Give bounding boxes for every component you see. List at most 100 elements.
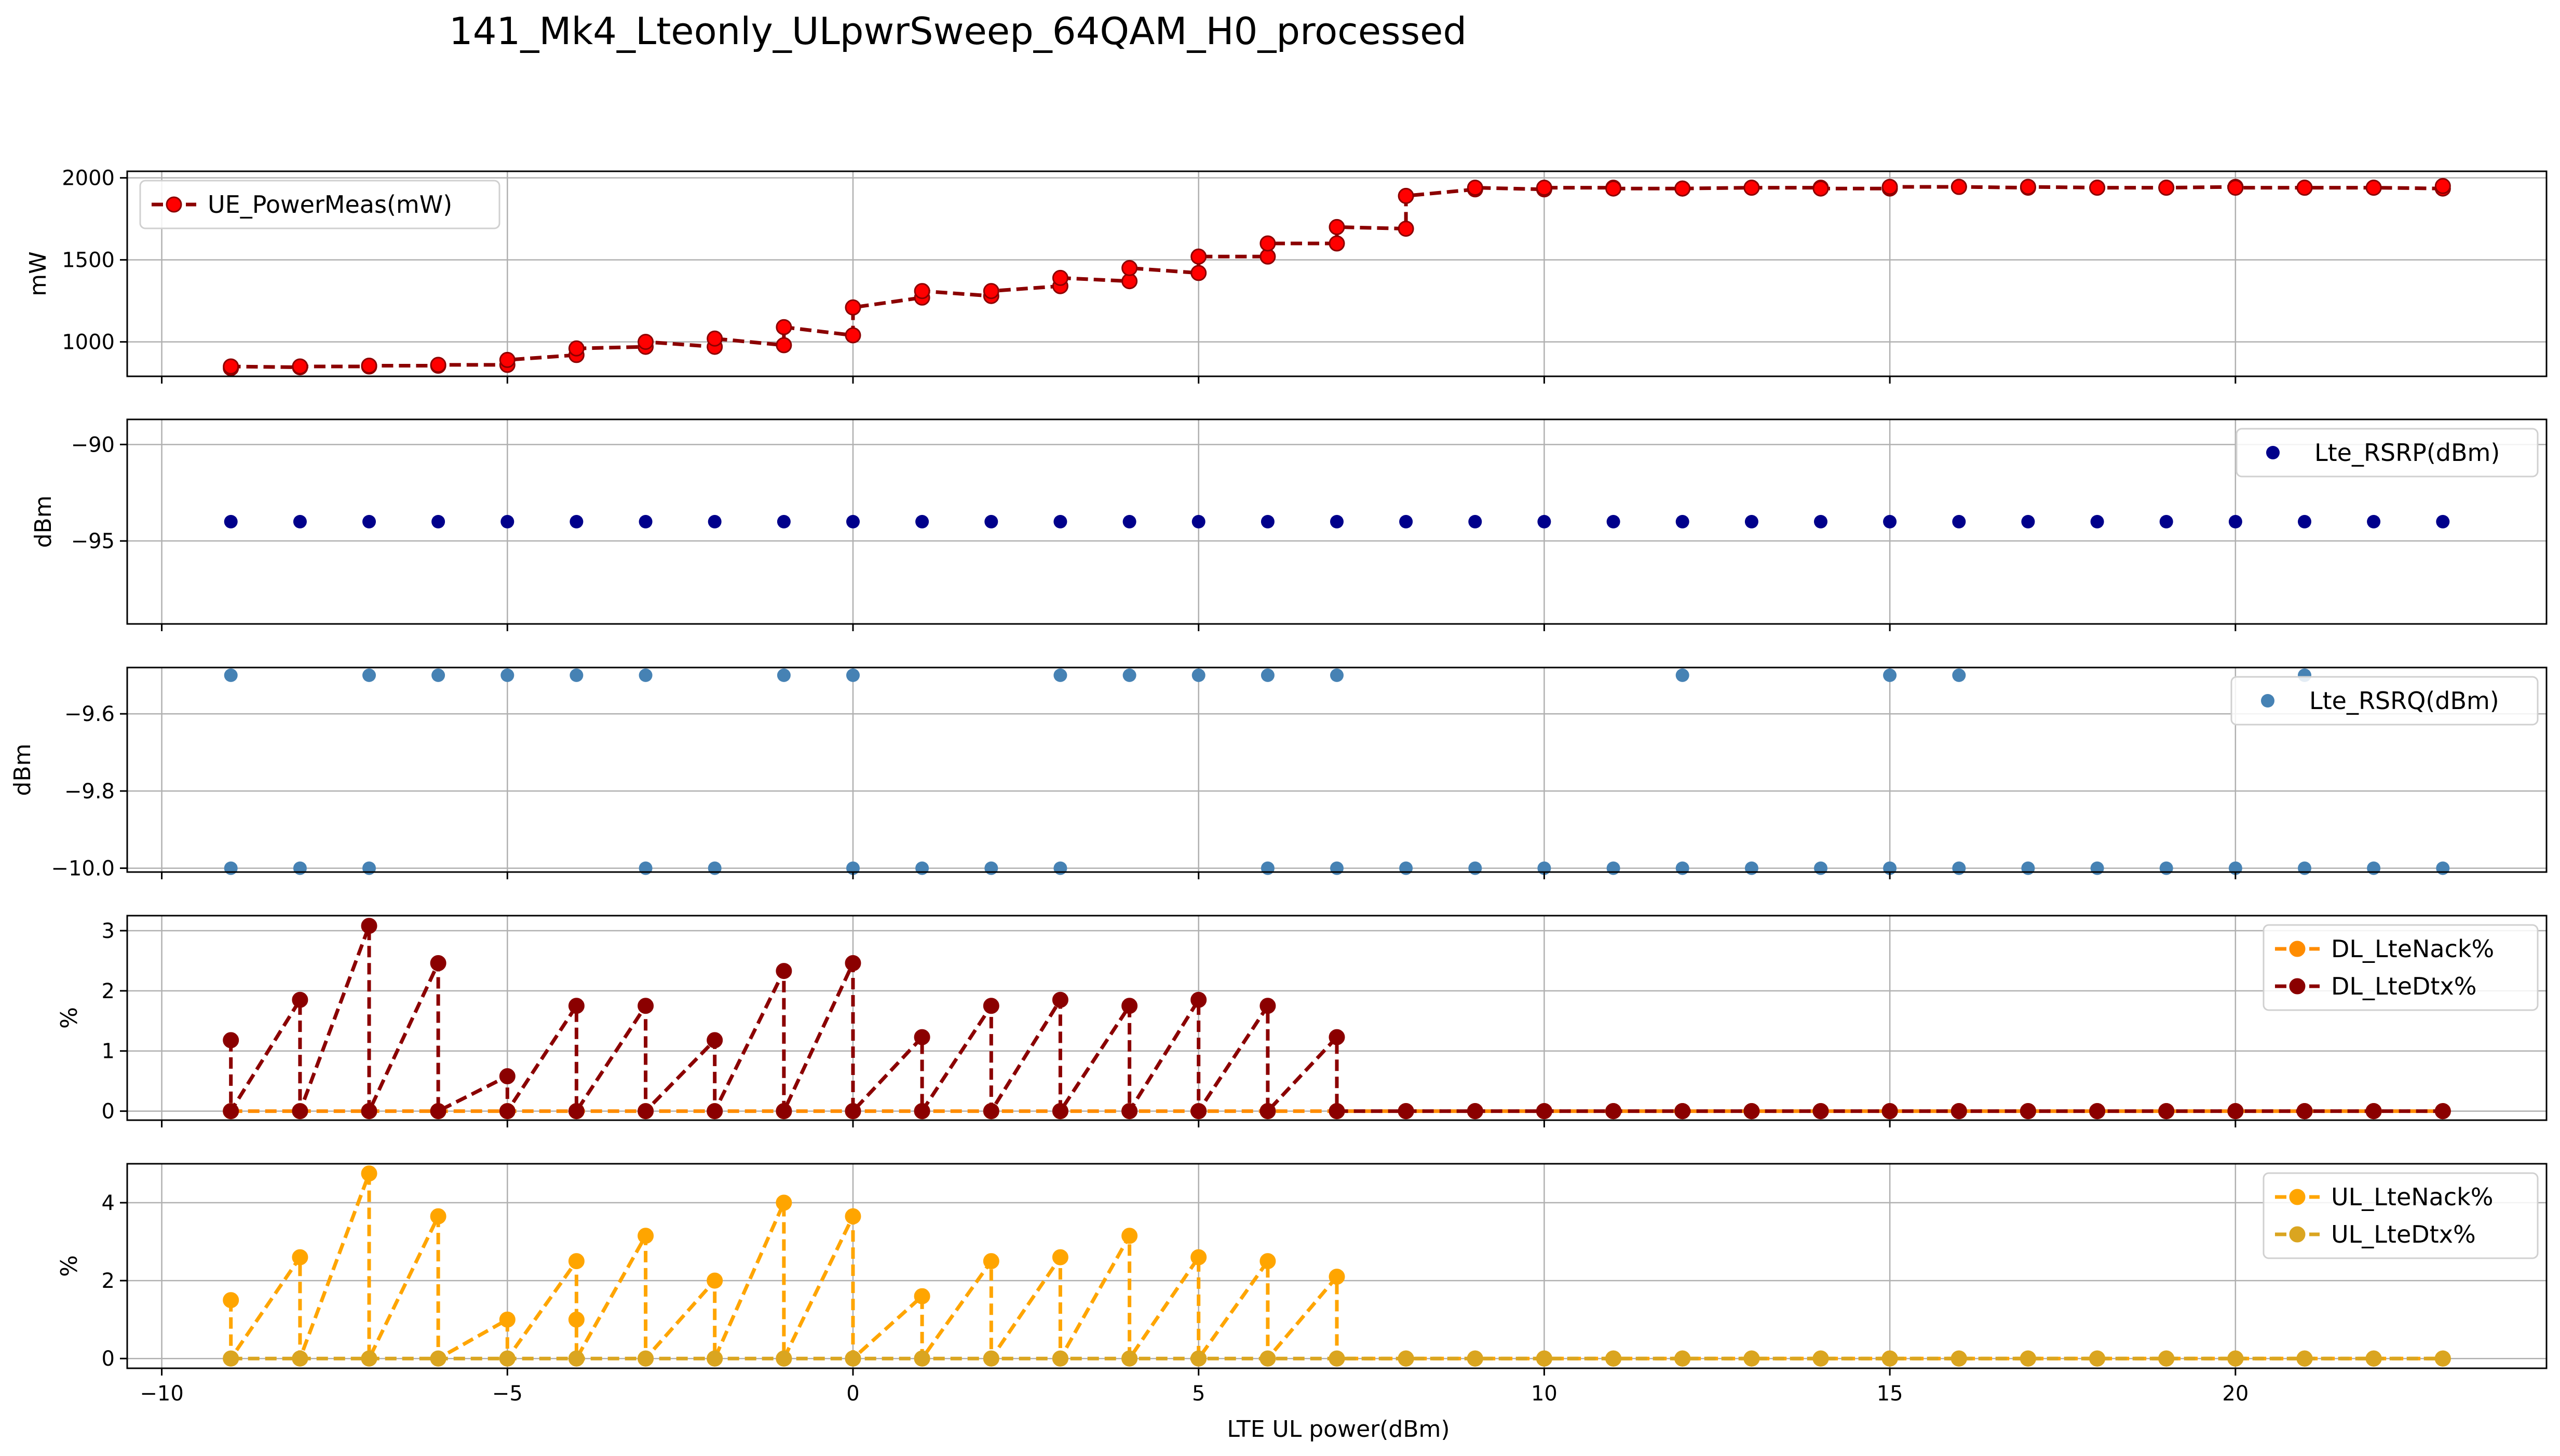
x-tick-label: 20 — [2222, 1382, 2249, 1406]
data-point — [1190, 248, 1207, 265]
data-point — [2158, 1350, 2175, 1367]
data-point — [1259, 998, 1276, 1014]
data-point — [1674, 180, 1691, 197]
data-point — [914, 1350, 930, 1367]
data-point — [1605, 1103, 1622, 1120]
y-axis-label: dBm — [30, 496, 57, 548]
data-point — [2436, 515, 2450, 528]
data-point — [777, 668, 791, 682]
data-point — [1743, 1103, 1760, 1120]
data-point — [570, 515, 584, 528]
data-point — [846, 668, 860, 682]
legend-marker — [2289, 1189, 2306, 1205]
data-point — [1053, 668, 1067, 682]
data-point — [1121, 998, 1138, 1014]
data-point — [915, 861, 929, 875]
legend-marker — [2261, 694, 2274, 707]
y-tick-label: 4 — [102, 1191, 115, 1215]
data-point — [2296, 180, 2313, 196]
data-point — [1814, 861, 1827, 875]
legend-frame — [2236, 428, 2539, 478]
data-point — [430, 357, 446, 373]
axes-frame — [126, 1163, 2548, 1369]
data-point — [2227, 1350, 2244, 1367]
data-point — [224, 515, 238, 528]
data-point — [1190, 1350, 1207, 1367]
data-point — [2298, 861, 2311, 875]
data-point — [1883, 515, 1897, 528]
data-point — [2020, 179, 2036, 195]
data-point — [1744, 861, 1758, 875]
y-tick-label: 1 — [102, 1040, 115, 1064]
data-point — [638, 1228, 654, 1244]
data-point — [1606, 861, 1620, 875]
y-tick-label: −9.6 — [64, 702, 115, 726]
data-point — [1951, 1350, 1967, 1367]
legend-label: UL_LteNack% — [2331, 1183, 2494, 1211]
data-point — [500, 668, 514, 682]
data-point — [2021, 861, 2035, 875]
data-point — [570, 668, 584, 682]
y-tick-label: 2 — [102, 979, 115, 1003]
data-point — [914, 283, 930, 300]
data-point — [1121, 1350, 1138, 1367]
data-point — [1605, 180, 1622, 197]
data-point — [1261, 668, 1275, 682]
data-point — [1190, 1103, 1207, 1120]
subplot-3: −10.0 −9.8 −9.6 dBm Lte_RSRQ(dBm) — [9, 666, 2548, 881]
data-point — [361, 1350, 377, 1367]
data-point — [1951, 1103, 1967, 1120]
series-UE_PowerMeas(mW) — [223, 178, 2451, 376]
data-point — [1398, 221, 1414, 237]
data-point — [2296, 1103, 2313, 1120]
x-tick-label: 15 — [1877, 1382, 1903, 1406]
data-point — [1190, 265, 1207, 281]
legend: Lte_RSRQ(dBm) — [2230, 676, 2539, 726]
data-point — [1952, 515, 1966, 528]
data-point — [1814, 515, 1827, 528]
data-point — [708, 861, 722, 875]
data-point — [2296, 1350, 2313, 1367]
data-point — [1191, 515, 1205, 528]
data-point — [1743, 1350, 1760, 1367]
series-UL_LteDtx% — [223, 1350, 2451, 1367]
data-point — [2158, 1103, 2175, 1120]
data-point — [914, 1029, 930, 1045]
data-point — [292, 1350, 308, 1367]
data-point — [1675, 668, 1689, 682]
data-point — [776, 1194, 792, 1211]
data-point — [776, 319, 792, 335]
x-tick-label: 10 — [1531, 1382, 1557, 1406]
data-point — [983, 1103, 999, 1120]
data-point — [361, 358, 377, 374]
y-tick-label: 0 — [102, 1347, 115, 1371]
data-point — [1744, 515, 1758, 528]
data-point — [2228, 515, 2242, 528]
data-point — [362, 515, 376, 528]
data-point — [1812, 180, 1829, 197]
data-point — [499, 1068, 516, 1084]
data-point — [1398, 1350, 1414, 1367]
y-tick-label: −10.0 — [51, 857, 115, 881]
legend-frame — [2230, 676, 2539, 726]
data-point — [1259, 235, 1276, 252]
data-point — [293, 861, 307, 875]
data-point — [1329, 235, 1345, 252]
data-point — [292, 1249, 308, 1266]
data-point — [707, 1103, 723, 1120]
data-point — [1052, 1249, 1068, 1266]
x-tick-label: 0 — [846, 1382, 859, 1406]
data-point — [293, 515, 307, 528]
data-point — [1606, 515, 1620, 528]
data-point — [2090, 515, 2104, 528]
data-point — [639, 861, 653, 875]
data-point — [430, 1208, 446, 1224]
axes-frame — [126, 418, 2548, 625]
data-point — [984, 515, 998, 528]
legend-marker — [2289, 941, 2306, 957]
data-point — [707, 1350, 723, 1367]
data-point — [500, 515, 514, 528]
data-point — [223, 358, 239, 375]
series-DL_LteDtx% — [223, 918, 2451, 1120]
data-point — [2227, 180, 2244, 196]
